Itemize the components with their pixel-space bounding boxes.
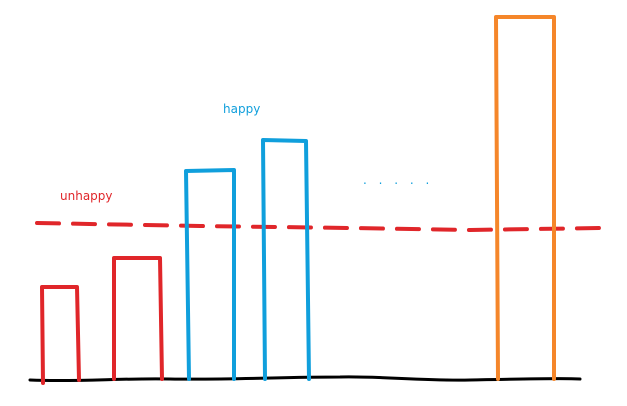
bar-red-1	[40, 285, 81, 385]
unhappy-label: unhappy	[60, 189, 113, 203]
bar-red-2	[112, 256, 164, 381]
ellipsis-dots: . . . . .	[363, 173, 433, 187]
bar-blue-1	[184, 168, 236, 381]
threshold-dashed-line	[35, 221, 602, 233]
baseline	[28, 375, 582, 383]
bar-orange	[494, 15, 556, 381]
happy-label: happy	[223, 102, 260, 116]
bar-blue-2	[261, 138, 311, 381]
